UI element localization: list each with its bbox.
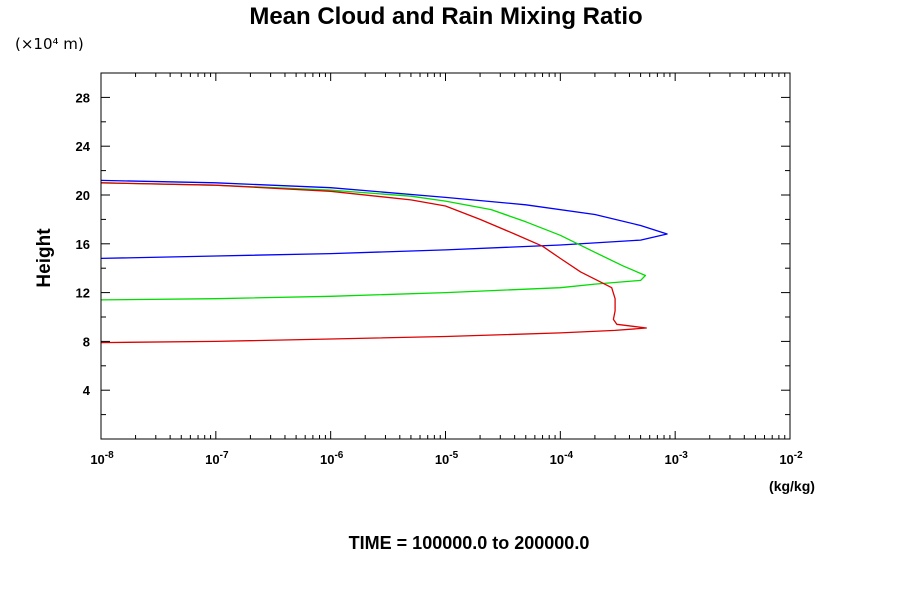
x-tick-label: 10-6 — [320, 450, 344, 467]
x-tick-label-base: 10 — [550, 452, 564, 467]
x-tick-label-base: 10 — [435, 452, 449, 467]
y-tick-label: 4 — [83, 383, 91, 398]
series-line-1 — [100, 179, 668, 260]
x-tick-label-exponent: -8 — [105, 450, 114, 461]
y-tick-label: 20 — [76, 188, 90, 203]
time-range-label: TIME = 100000.0 to 200000.0 — [349, 533, 590, 553]
series-line-3 — [100, 182, 647, 344]
x-tick-label: 10-7 — [205, 450, 229, 467]
x-tick-label: 10-5 — [435, 450, 459, 467]
x-tick-label: 10-3 — [664, 450, 688, 467]
chart-title: Mean Cloud and Rain Mixing Ratio — [249, 3, 642, 30]
x-tick-label-exponent: -3 — [679, 450, 688, 461]
x-tick-label-base: 10 — [664, 452, 678, 467]
y-units-label: (×10⁴ m) — [15, 35, 84, 53]
x-axis-unit-label: (kg/kg) — [769, 478, 815, 494]
x-tick-label: 10-8 — [90, 450, 114, 467]
x-tick-label-base: 10 — [779, 452, 793, 467]
y-tick-label: 8 — [83, 334, 90, 349]
series-line-2 — [100, 182, 647, 301]
y-tick-label: 16 — [76, 237, 90, 252]
y-tick-label: 28 — [76, 90, 90, 105]
x-tick-label-exponent: -2 — [794, 450, 803, 461]
x-tick-label-exponent: -4 — [564, 450, 573, 461]
x-tick-label-base: 10 — [320, 452, 334, 467]
x-tick-label-exponent: -5 — [449, 450, 458, 461]
x-tick-label-base: 10 — [205, 452, 219, 467]
x-tick-label-exponent: -7 — [220, 450, 229, 461]
series-layer — [100, 179, 668, 344]
y-axis-label: Height — [34, 228, 55, 288]
y-tick-label: 12 — [76, 286, 90, 301]
x-tick-label: 10-4 — [550, 450, 574, 467]
y-tick-label: 24 — [76, 139, 91, 154]
x-tick-label: 10-2 — [779, 450, 803, 467]
x-tick-label-exponent: -6 — [334, 450, 343, 461]
x-tick-label-base: 10 — [90, 452, 104, 467]
